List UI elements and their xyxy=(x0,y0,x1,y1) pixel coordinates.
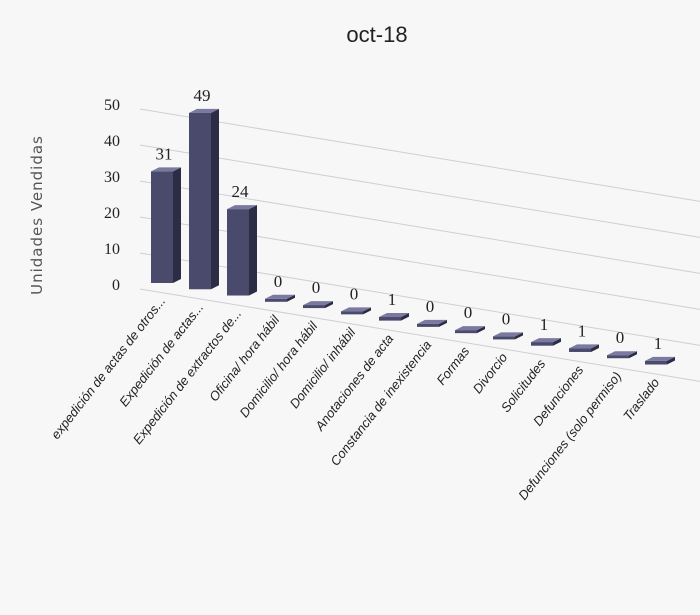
x-category-label: Expedición de actas... xyxy=(116,300,206,409)
bar xyxy=(341,307,371,315)
bar-side xyxy=(553,338,561,346)
gridline xyxy=(139,288,700,382)
value-labels: 31 49 24 0 0 0 1 0 0 0 1 1 0 1 xyxy=(156,86,663,353)
bar-top xyxy=(531,338,561,343)
bar xyxy=(151,167,181,283)
y-tick-label: 10 xyxy=(104,241,120,258)
bar-side xyxy=(363,307,371,315)
x-category-label: Divorcio xyxy=(470,350,511,396)
bar-front xyxy=(607,355,629,359)
data-label: 0 xyxy=(274,272,283,291)
bar-side xyxy=(629,351,637,359)
data-label: 0 xyxy=(426,297,435,316)
bar-top xyxy=(455,326,485,331)
data-label: 0 xyxy=(350,284,359,303)
bar xyxy=(493,332,523,340)
bar-side xyxy=(287,294,295,302)
data-label: 24 xyxy=(232,182,250,201)
bar-top xyxy=(645,356,675,361)
bar-front xyxy=(569,348,591,352)
y-axis-ticks: 0 10 20 30 40 50 xyxy=(104,97,120,294)
bar-top xyxy=(303,301,333,306)
y-tick-label: 30 xyxy=(104,169,120,186)
gridline xyxy=(139,108,700,202)
bar-side xyxy=(515,332,523,340)
bar-side xyxy=(173,167,181,283)
bar-front xyxy=(265,298,287,302)
x-category-label: Domicilio/ hora hábil xyxy=(236,318,321,420)
gridline xyxy=(139,144,700,238)
bar-side xyxy=(477,326,485,334)
bar-top xyxy=(417,319,447,324)
bar xyxy=(303,301,333,309)
bar-front xyxy=(227,209,249,296)
y-tick-label: 0 xyxy=(112,277,120,294)
bar xyxy=(569,344,599,352)
data-label: 0 xyxy=(502,309,511,328)
bar-side xyxy=(439,319,447,327)
bar-top xyxy=(607,351,637,356)
bar-front xyxy=(341,311,363,315)
data-label: 1 xyxy=(654,334,663,353)
bar-side xyxy=(249,205,257,296)
data-label: 1 xyxy=(540,315,549,334)
data-label: 1 xyxy=(388,290,397,309)
chart-title: oct-18 xyxy=(346,22,407,47)
bar-front xyxy=(493,336,515,340)
bar-front xyxy=(151,171,173,283)
bar-top xyxy=(493,332,523,337)
bar xyxy=(645,356,675,365)
data-label: 1 xyxy=(578,321,587,340)
bar-front xyxy=(417,323,439,327)
bar-front xyxy=(189,112,211,290)
data-label: 49 xyxy=(194,86,211,105)
bar xyxy=(417,319,447,327)
bar-side xyxy=(667,356,675,365)
gridline xyxy=(139,180,700,274)
bar-front xyxy=(645,360,667,365)
bar-side xyxy=(401,313,409,321)
bar-front xyxy=(303,305,325,309)
bar-top xyxy=(265,294,295,299)
bar xyxy=(265,294,295,302)
bar-top xyxy=(189,108,219,113)
bar-top xyxy=(569,344,599,349)
bar-side xyxy=(325,301,333,309)
bar-top xyxy=(151,167,181,172)
y-tick-label: 40 xyxy=(104,133,120,150)
y-tick-label: 50 xyxy=(104,97,120,114)
bar xyxy=(607,351,637,359)
bar xyxy=(531,338,561,346)
bar xyxy=(379,313,409,321)
y-axis-label: Unidades Vendidas xyxy=(28,135,46,295)
y-tick-label: 20 xyxy=(104,205,120,222)
data-label: 0 xyxy=(312,278,321,297)
bars xyxy=(151,108,675,365)
bar-front xyxy=(531,342,553,346)
bar-top xyxy=(227,205,257,210)
bar-top xyxy=(379,313,409,318)
bar xyxy=(455,326,485,334)
bar-top xyxy=(341,307,371,312)
bar-front xyxy=(379,317,401,321)
bar-side xyxy=(211,108,219,290)
bar-front xyxy=(455,330,477,334)
bar-side xyxy=(591,344,599,352)
data-label: 0 xyxy=(464,303,473,322)
data-label: 31 xyxy=(156,144,173,163)
gridline xyxy=(139,216,700,310)
x-category-label: Traslado xyxy=(620,375,662,423)
x-category-label: Anotaciones de acta xyxy=(311,331,396,434)
bar xyxy=(189,108,219,290)
bar xyxy=(227,205,257,296)
data-label: 0 xyxy=(616,328,625,347)
x-category-label: Formas xyxy=(433,343,472,387)
